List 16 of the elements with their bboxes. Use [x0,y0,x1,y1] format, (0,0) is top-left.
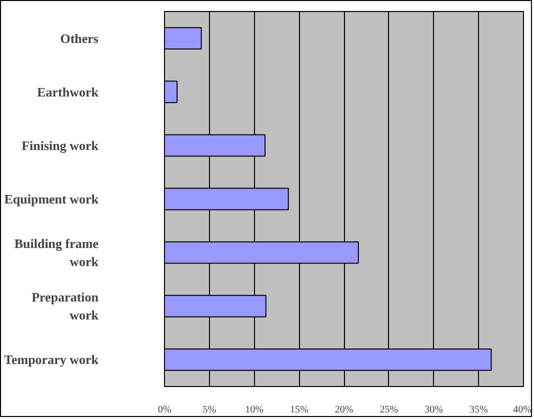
x-tick-label: 15% [290,404,308,416]
y-tick-label: Temporary work [4,352,100,368]
x-tick-label: 5% [202,404,216,416]
x-tick-label: 35% [469,404,488,416]
y-tick-label: Building frame work [14,236,100,270]
x-tick-label: 20% [334,404,354,416]
x-tick-label: 0% [158,404,172,416]
y-tick-label: Equipment work [4,192,100,206]
y-tick-label: Others [60,30,99,46]
y-tick-label: Finising work [22,138,100,153]
y-tick-label: Preparation work [32,290,100,323]
x-tick-label: 25% [380,404,398,416]
x-tick-label: 30% [424,404,443,416]
y-tick-label: Earthwork [37,84,100,100]
x-tick-label: 40% [513,404,532,416]
x-tick-label: 10% [245,404,264,416]
